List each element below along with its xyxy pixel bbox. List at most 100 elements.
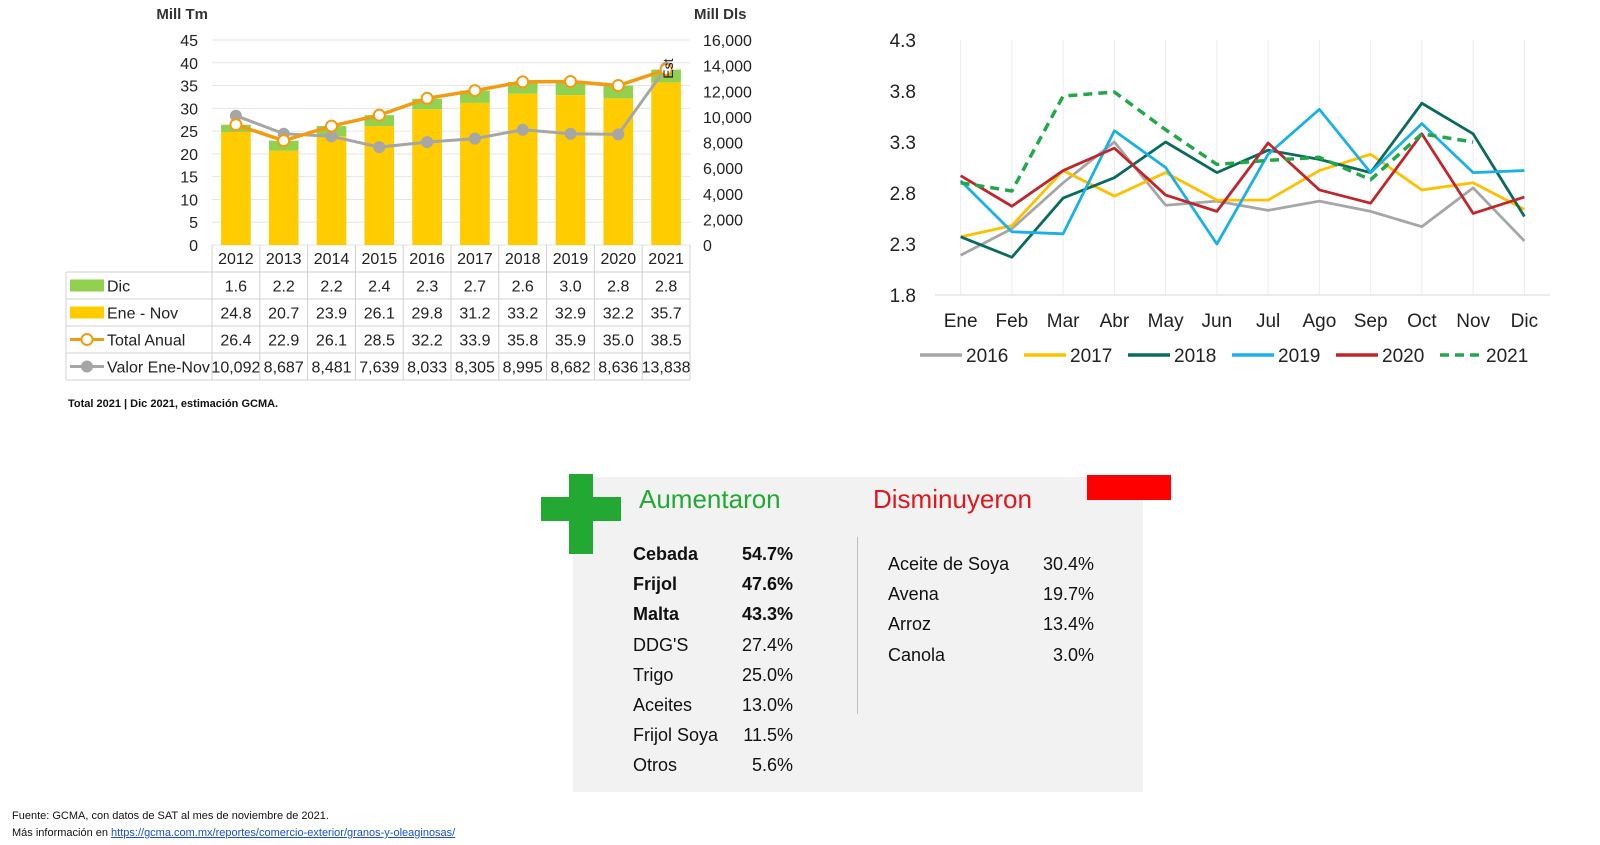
item-percent: 13.4% — [1042, 614, 1094, 635]
item-name: Aceite de Soya — [888, 554, 1010, 574]
y1-tick-label: 35 — [180, 79, 198, 96]
source-line: Fuente: GCMA, con datos de SAT al mes de… — [12, 810, 329, 822]
data-label: 26.1 — [364, 306, 395, 323]
data-label: 2.8 — [655, 279, 677, 296]
y2-tick-label: 0 — [703, 238, 712, 255]
x-tick-label: 2018 — [505, 251, 541, 268]
data-label: 8,305 — [455, 360, 495, 377]
decreased-item: Canola 3.0% — [888, 640, 1094, 670]
data-label: 10,092 — [211, 360, 260, 377]
y-tick-label: 3.8 — [890, 82, 916, 103]
point-valor-ene-nov — [612, 128, 625, 141]
item-name: Canola — [888, 644, 946, 665]
increased-item: DDG'S 27.4% — [633, 630, 793, 660]
data-label: 28.5 — [364, 333, 395, 350]
legend-swatch — [70, 279, 104, 292]
data-label: 13,838 — [642, 360, 691, 377]
y-tick-label: 2.8 — [890, 184, 916, 205]
item-name: Frijol — [633, 574, 677, 595]
item-percent: 3.0% — [1052, 644, 1094, 665]
data-label: 32.2 — [603, 306, 634, 323]
x-tick-label: 2021 — [648, 251, 684, 268]
item-name: Malta — [633, 604, 680, 625]
data-label: 32.9 — [555, 306, 586, 323]
bar-chart-note: Total 2021 | Dic 2021, estimación GCMA. — [68, 398, 279, 410]
data-label: 8,682 — [550, 360, 590, 377]
y1-tick-label: 0 — [189, 238, 198, 255]
point-total-anual — [611, 79, 625, 93]
legend-label: Ene - Nov — [107, 306, 178, 323]
line-total-anual — [235, 67, 667, 143]
data-label: 7,639 — [359, 360, 399, 377]
y1-axis-title: Mill Tm — [156, 6, 208, 23]
item-percent: 11.5% — [743, 725, 793, 746]
y2-axis-title: Mill Dls — [694, 6, 747, 23]
point-total-anual — [277, 134, 291, 148]
y2-tick-label: 12,000 — [703, 84, 752, 101]
x-tick-label: 2020 — [601, 251, 637, 268]
x-tick-label: 2014 — [314, 251, 350, 268]
y-tick-label: 1.8 — [890, 286, 916, 307]
x-tick-label: Jul — [1256, 311, 1280, 332]
y1-tick-label: 10 — [180, 192, 198, 209]
data-label: 8,636 — [598, 360, 638, 377]
x-tick-label: Dic — [1511, 311, 1538, 332]
legend-label: Total Anual — [107, 333, 185, 350]
item-name: Trigo — [633, 664, 674, 685]
data-label: 2.6 — [512, 279, 534, 296]
bar-ene-nov — [651, 82, 681, 245]
data-label: 2.2 — [273, 279, 295, 296]
point-valor-ene-nov — [468, 132, 481, 145]
decreased-item: Avena 19.7% — [888, 579, 1094, 609]
data-label: 20.7 — [268, 306, 299, 323]
plus-icon-vertical — [569, 474, 593, 554]
data-label: 2.4 — [368, 279, 390, 296]
source-link[interactable]: https://gcma.com.mx/reportes/comercio-ex… — [111, 827, 456, 839]
data-label: 35.8 — [507, 333, 538, 350]
data-label: 38.5 — [651, 333, 682, 350]
increased-item: Trigo 25.0% — [633, 660, 793, 690]
item-name: Frijol Soya — [633, 725, 719, 746]
legend-label: Dic — [107, 279, 130, 296]
panel-divider — [857, 537, 858, 714]
data-label: 8,687 — [264, 360, 304, 377]
item-percent: 54.7% — [741, 544, 793, 564]
source-note: Fuente: GCMA, con datos de SAT al mes de… — [12, 808, 455, 842]
data-label: 1.6 — [225, 279, 247, 296]
data-label: 35.0 — [603, 333, 634, 350]
data-label: 8,033 — [407, 360, 447, 377]
item-name: Cebada — [633, 544, 699, 564]
y1-tick-label: 45 — [180, 33, 198, 50]
point-total-anual — [564, 74, 577, 88]
point-valor-ene-nov — [373, 141, 386, 154]
data-label: 24.8 — [220, 306, 251, 323]
minus-icon — [1087, 475, 1171, 500]
data-label: 35.7 — [651, 306, 682, 323]
x-tick-label: Ago — [1302, 311, 1336, 332]
point-valor-ene-nov — [564, 127, 577, 140]
data-label: 2.3 — [416, 279, 438, 296]
y1-tick-label: 5 — [189, 215, 198, 232]
data-label: 8,481 — [311, 360, 351, 377]
series-line-2019 — [959, 107, 1525, 246]
item-name: Otros — [633, 755, 678, 776]
bar-ene-nov — [316, 136, 347, 245]
series-line-2021 — [960, 90, 1474, 193]
point-valor-ene-nov — [229, 109, 242, 122]
x-tick-label: Mar — [1047, 311, 1080, 332]
bar-ene-nov — [221, 132, 251, 245]
item-name: DDG'S — [633, 634, 689, 655]
y1-tick-label: 15 — [180, 170, 198, 187]
item-percent: 19.7% — [1042, 584, 1094, 605]
y-tick-label: 2.3 — [890, 235, 916, 256]
x-tick-label: Ene — [944, 311, 978, 332]
y2-tick-label: 14,000 — [703, 59, 752, 76]
bar-ene-nov — [268, 150, 299, 245]
series-line-2020 — [959, 132, 1525, 215]
item-percent: 27.4% — [741, 634, 793, 655]
data-label: 33.9 — [459, 333, 490, 350]
data-label: 35.9 — [555, 333, 586, 350]
data-label: 2.2 — [320, 279, 342, 296]
item-percent: 25.0% — [741, 664, 793, 685]
point-valor-ene-nov — [421, 136, 434, 149]
